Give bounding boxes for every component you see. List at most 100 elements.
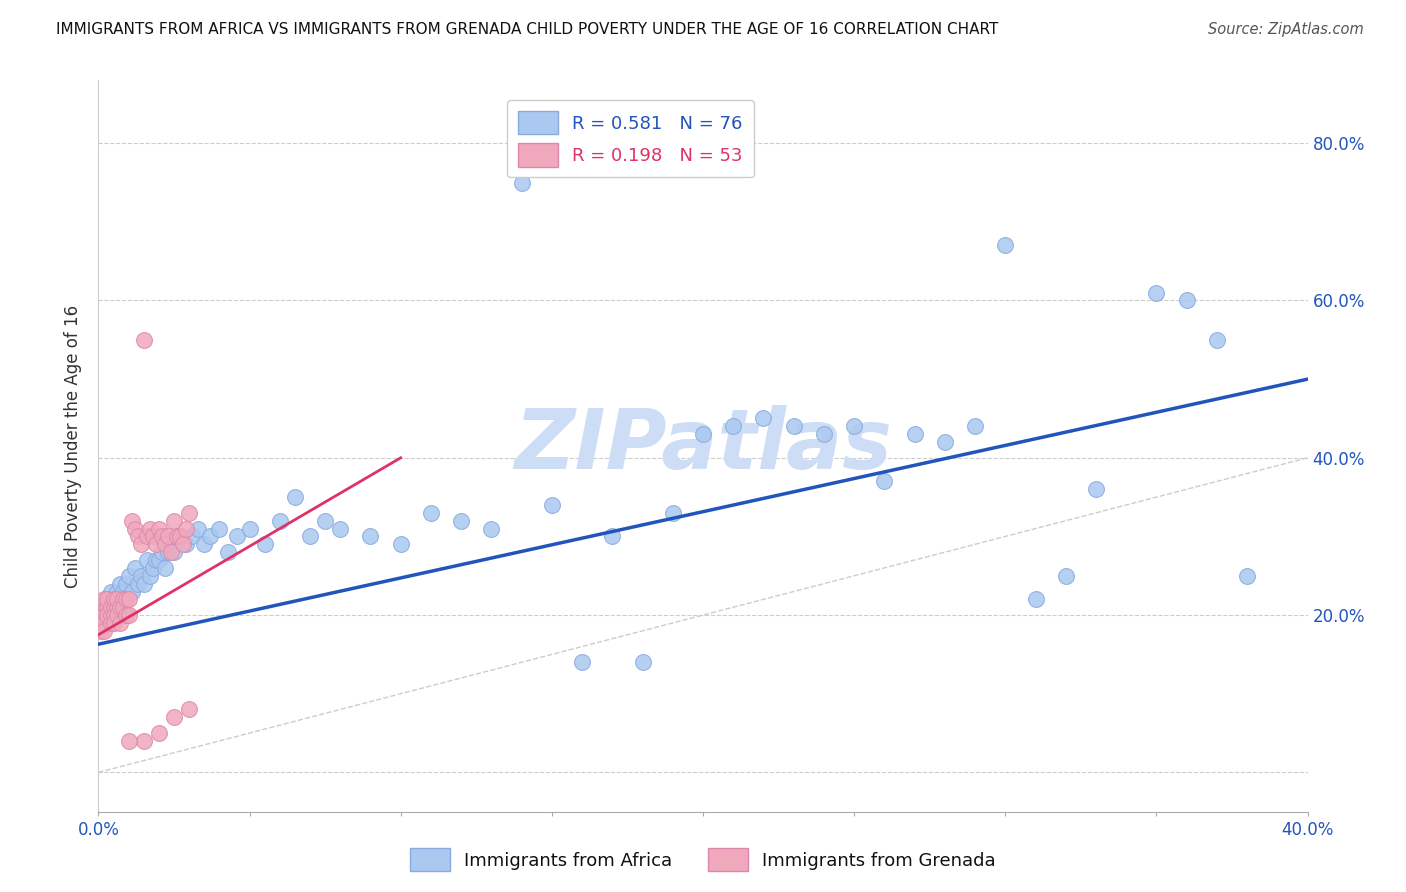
Immigrants from Africa xyxy=(420,506,443,520)
Immigrants from Africa xyxy=(105,600,128,615)
Immigrants from Africa xyxy=(114,592,136,607)
Immigrants from Grenada xyxy=(145,537,167,551)
Immigrants from Africa xyxy=(329,522,352,536)
Immigrants from Africa xyxy=(103,592,125,607)
Immigrants from Grenada xyxy=(129,537,152,551)
Immigrants from Africa xyxy=(217,545,239,559)
Immigrants from Grenada xyxy=(90,615,112,630)
Immigrants from Grenada xyxy=(103,608,125,623)
Immigrants from Grenada xyxy=(156,529,179,543)
Immigrants from Africa xyxy=(100,600,122,615)
Immigrants from Africa xyxy=(994,238,1017,252)
Immigrants from Grenada xyxy=(100,608,122,623)
Immigrants from Africa xyxy=(314,514,336,528)
Immigrants from Africa xyxy=(752,411,775,425)
Immigrants from Africa xyxy=(132,576,155,591)
Immigrants from Africa xyxy=(1236,568,1258,582)
Immigrants from Africa xyxy=(844,419,866,434)
Immigrants from Africa xyxy=(510,176,533,190)
Immigrants from Africa xyxy=(121,584,143,599)
Immigrants from Africa xyxy=(181,529,204,543)
Immigrants from Grenada xyxy=(108,600,131,615)
Immigrants from Africa xyxy=(540,498,562,512)
Immigrants from Africa xyxy=(150,545,173,559)
Immigrants from Grenada xyxy=(163,514,186,528)
Immigrants from Africa xyxy=(253,537,276,551)
Immigrants from Grenada xyxy=(111,592,134,607)
Immigrants from Africa xyxy=(139,568,162,582)
Immigrants from Africa xyxy=(200,529,222,543)
Immigrants from Grenada xyxy=(96,600,118,615)
Immigrants from Africa xyxy=(226,529,249,543)
Immigrants from Grenada xyxy=(108,615,131,630)
Y-axis label: Child Poverty Under the Age of 16: Child Poverty Under the Age of 16 xyxy=(65,304,83,588)
Immigrants from Africa xyxy=(93,600,115,615)
Immigrants from Grenada xyxy=(153,537,176,551)
Immigrants from Grenada xyxy=(93,615,115,630)
Immigrants from Grenada xyxy=(132,734,155,748)
Immigrants from Africa xyxy=(783,419,806,434)
Immigrants from Africa xyxy=(148,553,170,567)
Immigrants from Africa xyxy=(103,608,125,623)
Immigrants from Africa xyxy=(156,545,179,559)
Immigrants from Grenada xyxy=(114,608,136,623)
Immigrants from Africa xyxy=(661,506,683,520)
Immigrants from Grenada xyxy=(111,600,134,615)
Immigrants from Grenada xyxy=(174,522,197,536)
Immigrants from Africa xyxy=(108,592,131,607)
Immigrants from Grenada xyxy=(96,608,118,623)
Text: Source: ZipAtlas.com: Source: ZipAtlas.com xyxy=(1208,22,1364,37)
Immigrants from Africa xyxy=(124,561,146,575)
Immigrants from Grenada xyxy=(142,529,165,543)
Immigrants from Africa xyxy=(163,545,186,559)
Immigrants from Grenada xyxy=(93,624,115,638)
Immigrants from Africa xyxy=(90,608,112,623)
Immigrants from Grenada xyxy=(96,592,118,607)
Immigrants from Africa xyxy=(96,592,118,607)
Immigrants from Africa xyxy=(174,537,197,551)
Immigrants from Grenada xyxy=(100,600,122,615)
Immigrants from Africa xyxy=(965,419,987,434)
Immigrants from Africa xyxy=(111,600,134,615)
Immigrants from Africa xyxy=(129,568,152,582)
Immigrants from Africa xyxy=(239,522,262,536)
Immigrants from Grenada xyxy=(90,600,112,615)
Immigrants from Africa xyxy=(299,529,322,543)
Immigrants from Africa xyxy=(284,490,307,504)
Immigrants from Grenada xyxy=(105,600,128,615)
Immigrants from Grenada xyxy=(118,734,141,748)
Immigrants from Africa xyxy=(723,419,745,434)
Immigrants from Africa xyxy=(153,561,176,575)
Immigrants from Africa xyxy=(1144,285,1167,300)
Immigrants from Grenada xyxy=(103,592,125,607)
Immigrants from Africa xyxy=(813,427,835,442)
Immigrants from Africa xyxy=(193,537,215,551)
Immigrants from Africa xyxy=(135,553,157,567)
Immigrants from Africa xyxy=(169,529,191,543)
Immigrants from Africa xyxy=(127,576,149,591)
Immigrants from Africa xyxy=(96,615,118,630)
Immigrants from Grenada xyxy=(105,608,128,623)
Immigrants from Grenada xyxy=(114,592,136,607)
Immigrants from Grenada xyxy=(160,545,183,559)
Legend: Immigrants from Africa, Immigrants from Grenada: Immigrants from Africa, Immigrants from … xyxy=(402,841,1004,879)
Immigrants from Grenada xyxy=(150,529,173,543)
Immigrants from Grenada xyxy=(179,702,201,716)
Immigrants from Africa xyxy=(269,514,291,528)
Immigrants from Africa xyxy=(1206,333,1229,347)
Immigrants from Grenada xyxy=(148,726,170,740)
Immigrants from Africa xyxy=(389,537,412,551)
Immigrants from Africa xyxy=(904,427,927,442)
Immigrants from Grenada xyxy=(139,522,162,536)
Immigrants from Grenada xyxy=(103,615,125,630)
Immigrants from Africa xyxy=(1024,592,1046,607)
Immigrants from Grenada xyxy=(118,592,141,607)
Immigrants from Africa xyxy=(602,529,624,543)
Immigrants from Africa xyxy=(105,584,128,599)
Text: ZIPatlas: ZIPatlas xyxy=(515,406,891,486)
Text: IMMIGRANTS FROM AFRICA VS IMMIGRANTS FROM GRENADA CHILD POVERTY UNDER THE AGE OF: IMMIGRANTS FROM AFRICA VS IMMIGRANTS FRO… xyxy=(56,22,998,37)
Immigrants from Grenada xyxy=(121,514,143,528)
Immigrants from Africa xyxy=(114,576,136,591)
Immigrants from Grenada xyxy=(103,600,125,615)
Immigrants from Grenada xyxy=(135,529,157,543)
